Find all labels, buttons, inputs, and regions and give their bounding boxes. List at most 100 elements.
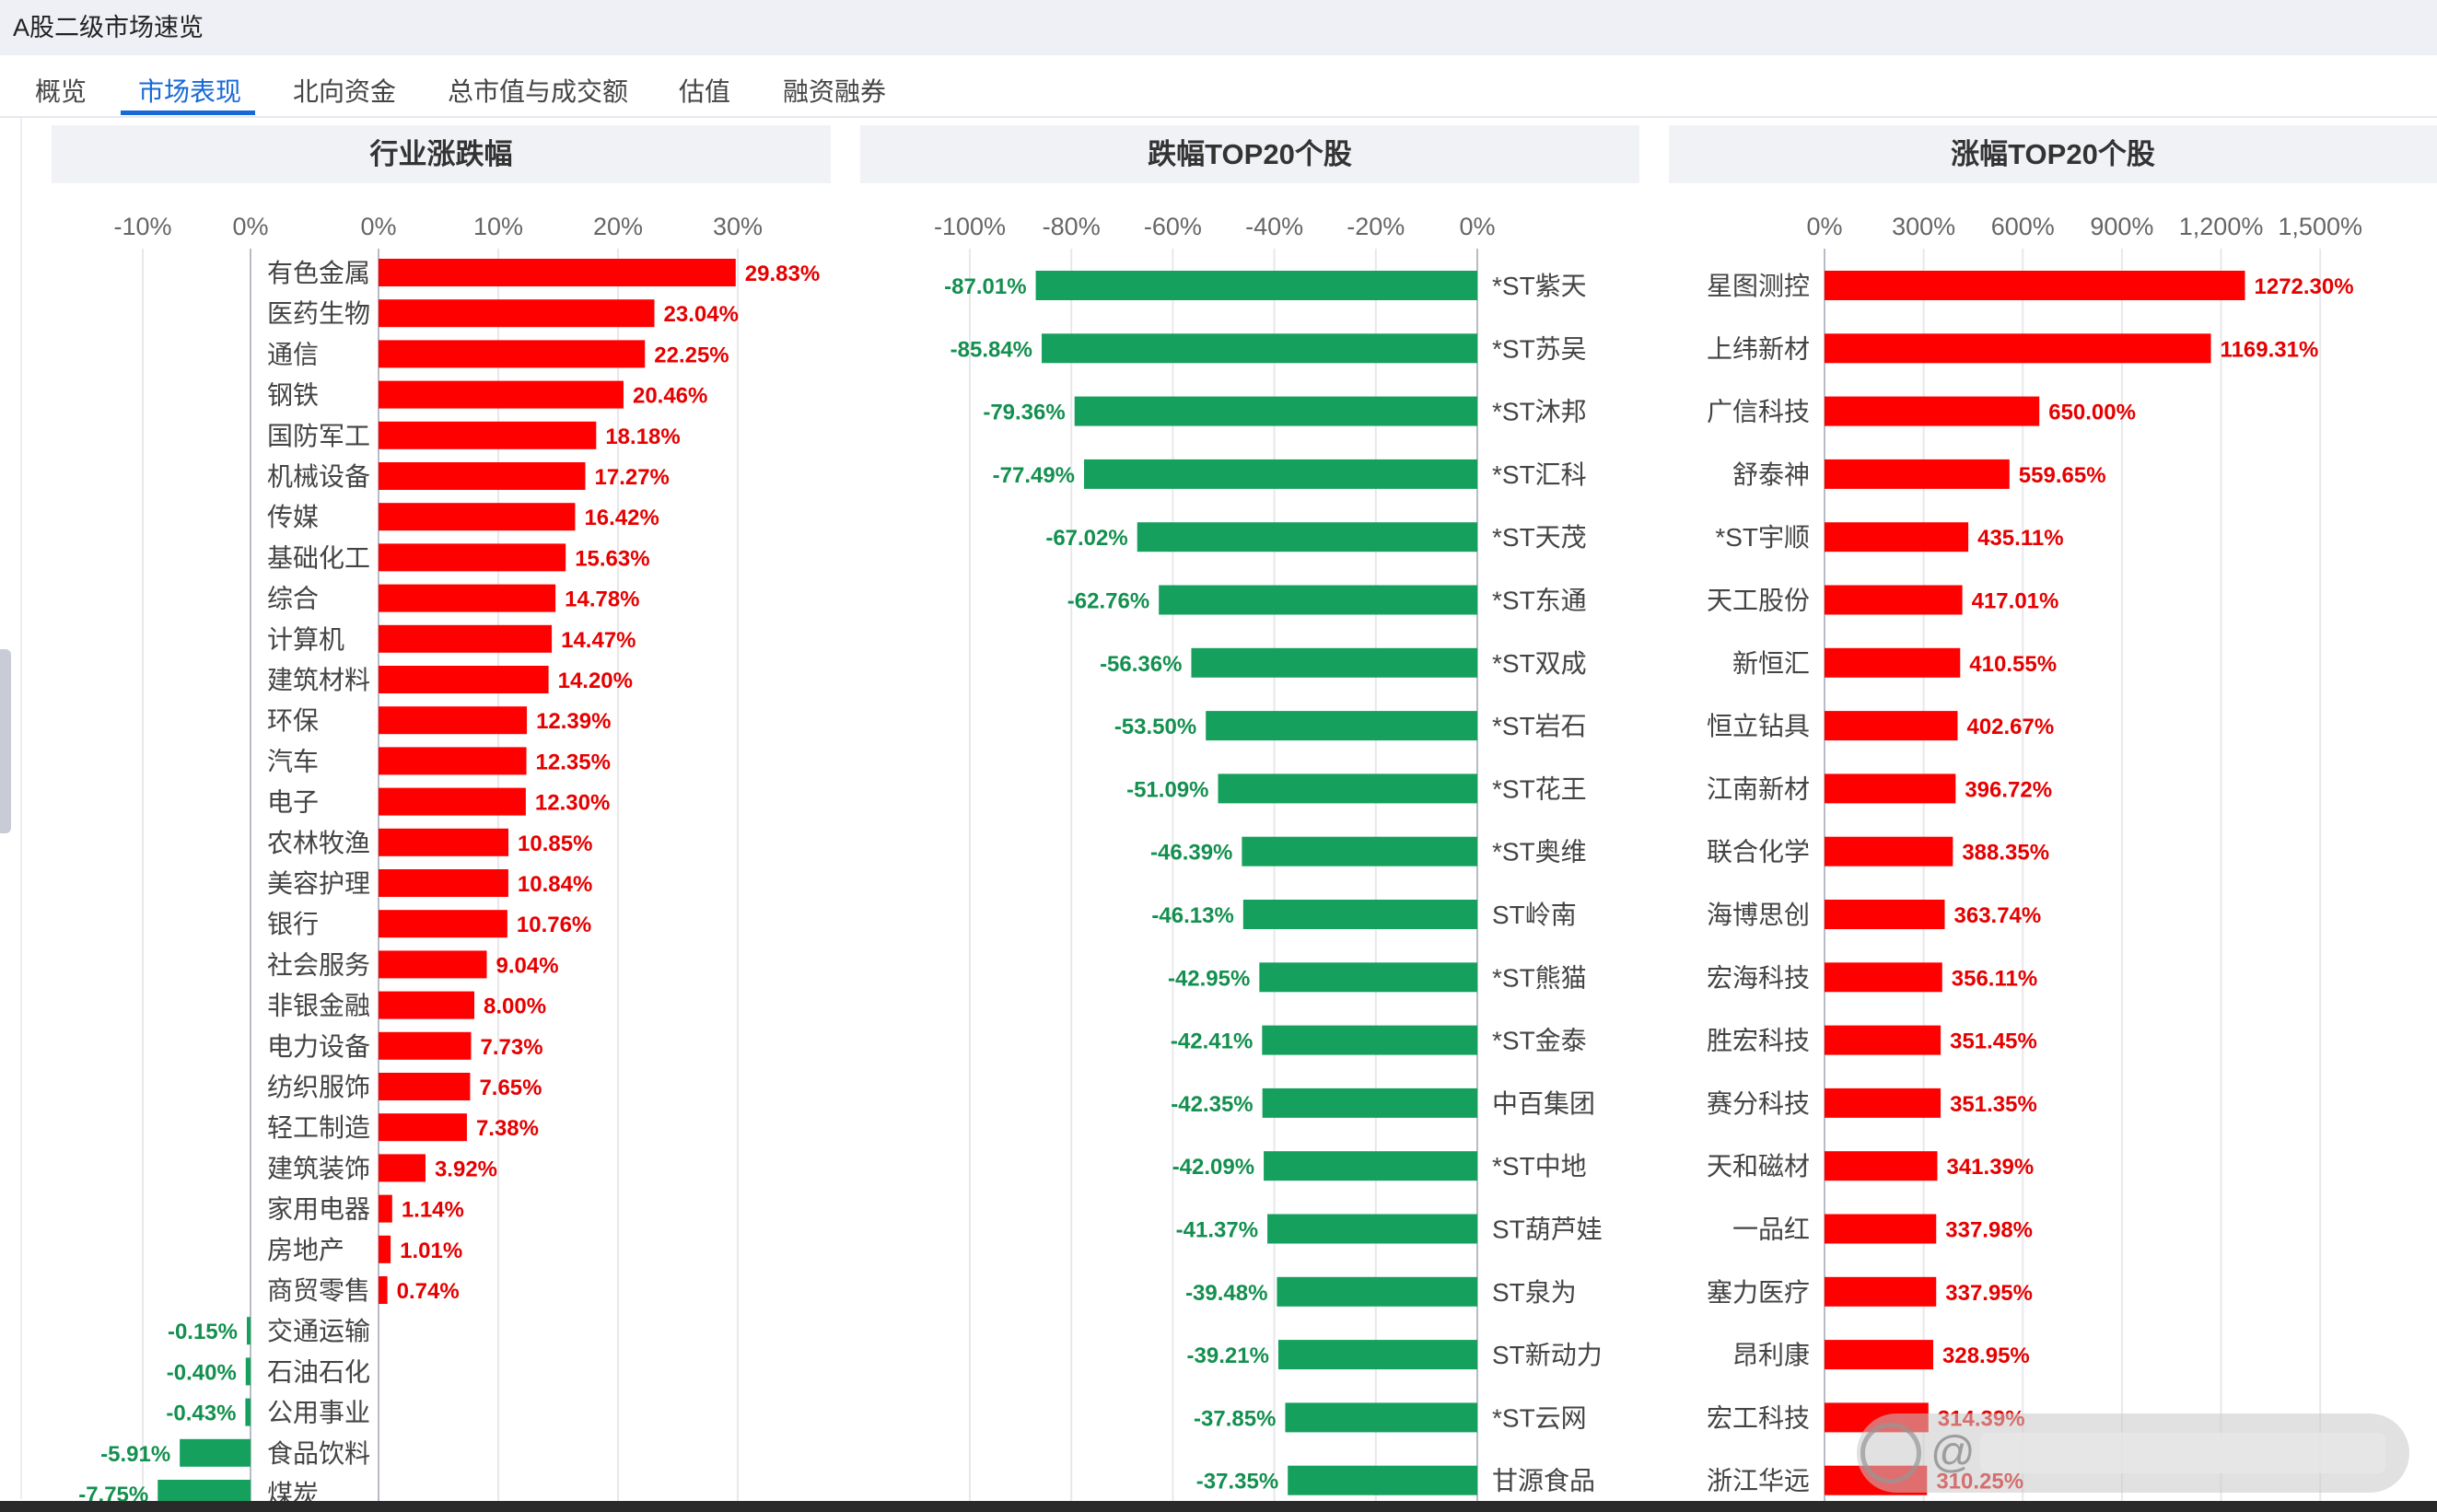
x-tick-label: -40% — [1245, 213, 1303, 240]
bar — [379, 869, 508, 897]
data-label: 10.84% — [518, 872, 592, 897]
x-tick-label: 0% — [1459, 213, 1495, 240]
tab-northbound-funds[interactable]: 北向资金 — [293, 77, 397, 106]
data-label: -42.35% — [1171, 1092, 1253, 1117]
x-tick-label: -80% — [1043, 213, 1101, 240]
data-label: -0.40% — [167, 1360, 237, 1385]
data-label: 417.01% — [1972, 589, 2059, 614]
data-label: 16.42% — [584, 506, 659, 530]
data-label: -0.15% — [168, 1320, 238, 1344]
stock-name-label: 宏工科技 — [1707, 1403, 1810, 1432]
stock-name-label: 天工股份 — [1707, 587, 1810, 615]
weibo-logo-icon — [1860, 1423, 1921, 1483]
stock-name-label: 新恒汇 — [1732, 649, 1810, 678]
stock-name-label: *ST中地 — [1492, 1152, 1587, 1181]
app-title: A股二级市场速览 — [13, 14, 204, 41]
stock-name-label: *ST云网 — [1492, 1403, 1587, 1432]
stock-name-label: *ST沐邦 — [1492, 398, 1587, 426]
bar — [1159, 585, 1477, 615]
bar — [379, 1276, 388, 1304]
stock-name-label: ST泉为 — [1492, 1278, 1577, 1307]
bar — [1825, 1151, 1938, 1181]
data-label: 10.85% — [518, 832, 592, 856]
x-tick-label: -20% — [1347, 213, 1405, 240]
stock-name-label: 舒泰神 — [1732, 460, 1810, 489]
category-label: 交通运输 — [267, 1317, 370, 1345]
bar — [379, 787, 526, 816]
category-label: 钢铁 — [267, 381, 319, 410]
x-tick-label: 20% — [593, 213, 643, 240]
category-label: 建筑材料 — [267, 666, 370, 694]
bar — [247, 1317, 251, 1345]
stock-name-label: 宏海科技 — [1707, 963, 1810, 992]
stock-name-label: *ST花王 — [1492, 774, 1587, 803]
bar — [1042, 333, 1477, 364]
bar — [379, 950, 487, 979]
data-label: 15.63% — [575, 546, 649, 571]
data-label: 8.00% — [484, 994, 546, 1019]
tab-margin-trading[interactable]: 融资融券 — [783, 77, 887, 106]
bar — [379, 1235, 391, 1263]
sidebar-collapse-handle[interactable] — [0, 649, 11, 833]
bar — [1137, 522, 1477, 552]
data-label: -46.39% — [1150, 841, 1232, 866]
data-label: -85.84% — [950, 337, 1032, 362]
losers-chart-title: 跌幅TOP20个股 — [860, 125, 1639, 183]
x-tick-label: 1,500% — [2278, 213, 2362, 240]
bar — [379, 340, 646, 368]
data-label: 341.39% — [1946, 1155, 2034, 1180]
x-tick-label: -10% — [113, 213, 171, 240]
x-tick-label: 900% — [2090, 213, 2153, 240]
stock-name-label: 昂利康 — [1732, 1341, 1810, 1369]
data-label: 10.76% — [517, 913, 591, 937]
bar — [379, 910, 507, 938]
stock-name-label: *ST金泰 — [1492, 1027, 1587, 1055]
bar — [1825, 711, 1958, 741]
bar — [379, 380, 624, 409]
stock-name-label: *ST双成 — [1492, 649, 1587, 678]
bar — [1285, 1402, 1477, 1433]
tab-market-performance[interactable]: 市场表现 — [138, 77, 242, 106]
bar — [1825, 1087, 1941, 1118]
data-label: 17.27% — [595, 465, 670, 490]
tab-bar: 概览 市场表现 北向资金 总市值与成交额 估值 融资融券 — [0, 55, 2437, 118]
data-label: -77.49% — [993, 463, 1075, 488]
category-label: 通信 — [267, 340, 319, 368]
active-tab-indicator — [121, 110, 255, 115]
category-label: 农林牧渔 — [267, 829, 370, 857]
data-label: -39.21% — [1187, 1343, 1269, 1368]
top20-gainers-chart: 0% 300% 600% 900% 1,200% 1,500% 星图测控 1272.30% 上纬… — [1707, 213, 2362, 1501]
data-label: 9.04% — [496, 953, 559, 978]
bar — [1825, 333, 2211, 364]
data-label: -42.95% — [1168, 966, 1250, 991]
category-label: 汽车 — [267, 747, 319, 775]
bar — [379, 1031, 472, 1060]
category-label: 食品饮料 — [267, 1439, 370, 1468]
top20-losers-chart: -100% -80% -60% -40% -20% 0% -87.01% *ST紫天 -85.8… — [934, 213, 1603, 1501]
data-label: -87.01% — [944, 274, 1026, 299]
tab-valuation[interactable]: 估值 — [679, 77, 731, 106]
stock-name-label: 联合化学 — [1707, 838, 1810, 866]
stock-name-label: 赛分科技 — [1707, 1089, 1810, 1118]
tab-market-cap-turnover[interactable]: 总市值与成交额 — [448, 77, 629, 106]
data-label: -39.48% — [1185, 1281, 1267, 1306]
data-label: 12.30% — [535, 791, 610, 816]
tab-overview[interactable]: 概览 — [35, 77, 87, 106]
category-label: 综合 — [267, 585, 319, 613]
bar — [379, 1113, 467, 1142]
category-label: 家用电器 — [267, 1195, 370, 1224]
data-label: 14.20% — [558, 669, 633, 693]
data-label: 351.45% — [1950, 1029, 2037, 1054]
data-label: 3.92% — [435, 1157, 497, 1181]
category-label: 纺织服饰 — [267, 1073, 370, 1101]
stock-name-label: *ST东通 — [1492, 587, 1587, 615]
stock-name-label: 上纬新材 — [1707, 334, 1810, 363]
bar — [1267, 1214, 1477, 1244]
stock-name-label: 恒立钻具 — [1707, 712, 1810, 740]
data-label: 435.11% — [1977, 526, 2063, 551]
bar — [379, 543, 566, 572]
data-label: -0.43% — [166, 1402, 236, 1426]
bar — [180, 1438, 251, 1467]
bar — [1264, 1151, 1477, 1181]
stock-name-label: 浙江华远 — [1707, 1467, 1810, 1495]
